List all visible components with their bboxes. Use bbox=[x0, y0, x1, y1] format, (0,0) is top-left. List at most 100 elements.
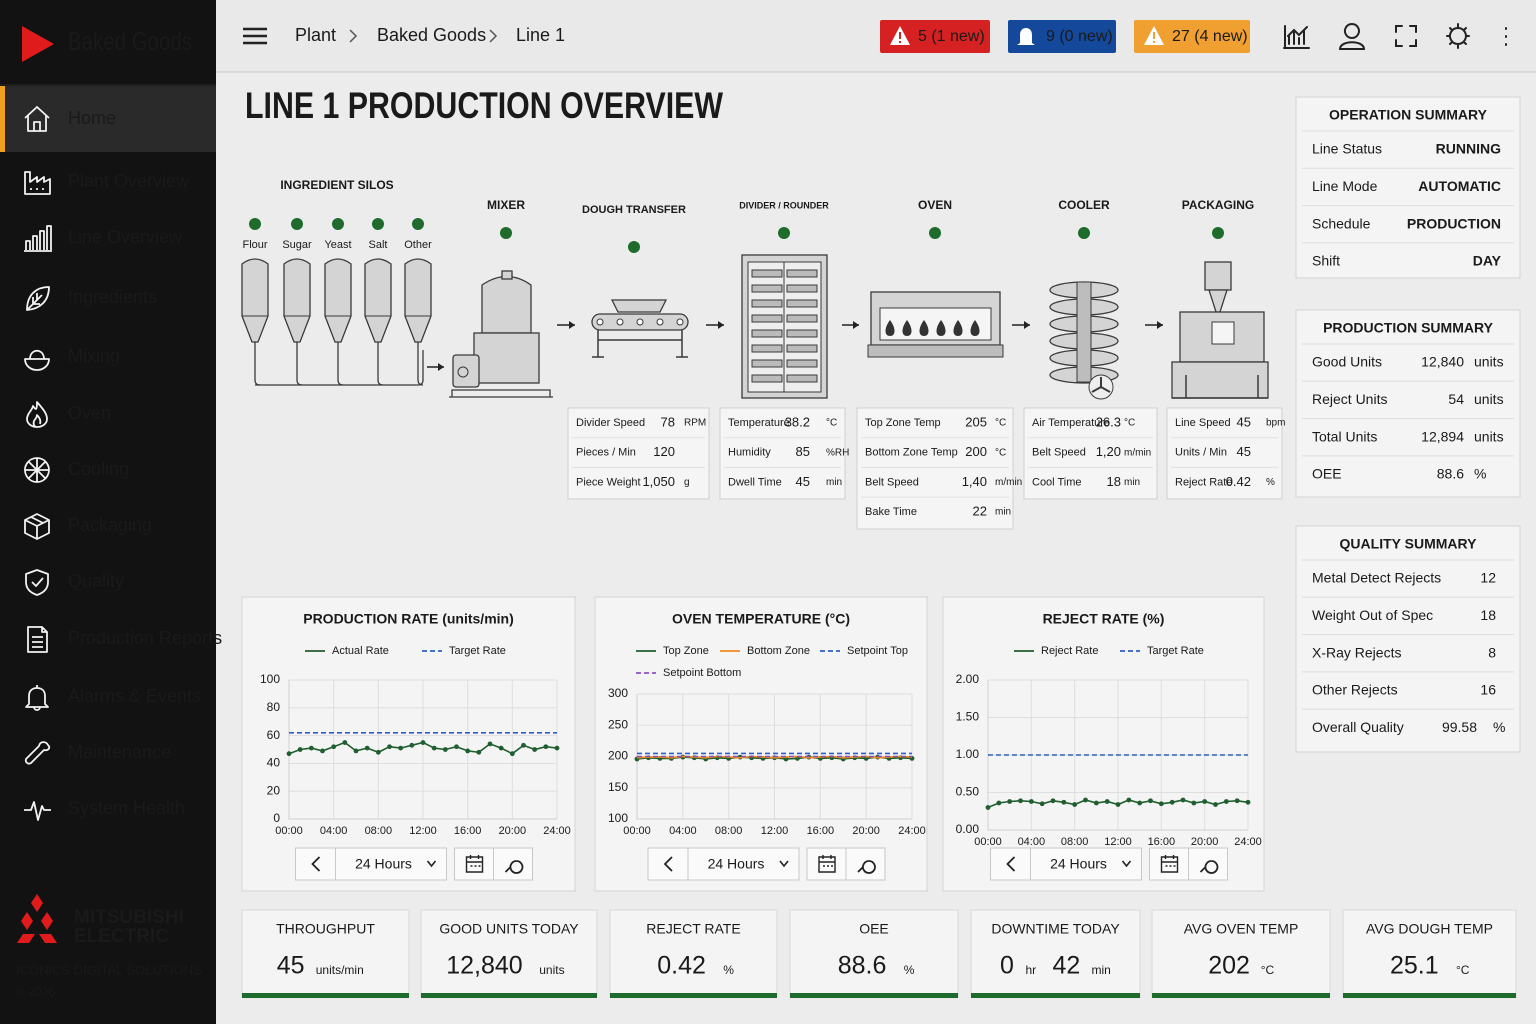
kpi-accent bbox=[421, 993, 597, 998]
pack-hopper bbox=[1204, 261, 1232, 291]
nav-item[interactable]: Line Overview bbox=[24, 225, 183, 252]
prev-button[interactable] bbox=[295, 847, 336, 881]
summary-label: Shift bbox=[1312, 253, 1340, 269]
mixer-motor-dot bbox=[457, 366, 469, 378]
kpi-bg bbox=[1342, 909, 1517, 998]
header-icon[interactable] bbox=[1283, 25, 1310, 49]
header-icon[interactable] bbox=[1338, 23, 1366, 50]
nav-item[interactable]: Quality bbox=[25, 569, 124, 596]
range-dropdown[interactable]: 24 Hours bbox=[335, 847, 447, 881]
data-point bbox=[521, 742, 526, 748]
silo-label: Flour bbox=[242, 239, 267, 251]
status-dot bbox=[929, 227, 941, 239]
y-tick-label: 150 bbox=[608, 780, 628, 794]
data-point bbox=[554, 745, 560, 751]
alarm-badge[interactable]: 5 (1 new) bbox=[880, 20, 990, 53]
fan-blades bbox=[1091, 377, 1111, 393]
search-button[interactable] bbox=[845, 847, 886, 881]
data-point bbox=[353, 748, 359, 754]
summary-unit: % bbox=[1474, 466, 1486, 482]
nav-item[interactable]: Mixing bbox=[24, 346, 120, 371]
legend-label: Top Zone bbox=[663, 645, 709, 657]
chart-title: PRODUCTION RATE (units/min) bbox=[303, 611, 514, 627]
param-unit: g bbox=[684, 477, 690, 488]
header-icon[interactable] bbox=[1446, 23, 1470, 49]
summary-panel bbox=[1295, 525, 1521, 753]
mixer-base bbox=[473, 332, 540, 384]
nav-label: Quality bbox=[68, 571, 124, 591]
range-dropdown[interactable]: 24 Hours bbox=[1030, 847, 1142, 881]
x-tick-label: 04:00 bbox=[669, 825, 697, 837]
nav-item[interactable]: System Health bbox=[24, 798, 185, 821]
param-label: Units / Min bbox=[1175, 447, 1227, 459]
search-button[interactable] bbox=[1188, 847, 1228, 881]
status-dot bbox=[372, 218, 384, 230]
summary-title: QUALITY SUMMARY bbox=[1340, 536, 1478, 552]
nav-label: Maintenance bbox=[68, 742, 171, 762]
nav-item[interactable]: Plant Overview bbox=[24, 171, 190, 195]
nav-item[interactable]: Packaging bbox=[24, 513, 152, 540]
kpi-label: OEE bbox=[859, 921, 889, 937]
kpi-accent bbox=[1152, 993, 1330, 998]
status-dot bbox=[1212, 227, 1224, 239]
x-tick-label: 12:00 bbox=[409, 825, 437, 837]
kpi-unit: °C bbox=[1456, 963, 1470, 977]
silo-label: Salt bbox=[369, 239, 388, 251]
nav-item[interactable]: Home bbox=[0, 86, 216, 152]
param-label: Divider Speed bbox=[576, 417, 645, 429]
x-tick-label: 08:00 bbox=[715, 825, 743, 837]
range-dropdown[interactable]: 24 Hours bbox=[687, 847, 800, 881]
nav-item[interactable]: Production Reports bbox=[27, 626, 222, 653]
alarm-badge[interactable]: 9 (0 new) bbox=[1008, 20, 1116, 53]
chart-panel: OVEN TEMPERATURE (°C) 100 150 200 250 300 00:0… bbox=[594, 596, 928, 892]
nav-label: Home bbox=[68, 108, 116, 128]
plot-axis bbox=[636, 694, 912, 820]
data-point bbox=[996, 800, 1002, 806]
legend-label: Reject Rate bbox=[1041, 645, 1098, 657]
header-icon[interactable] bbox=[1395, 25, 1417, 47]
calendar-button[interactable] bbox=[1149, 847, 1189, 881]
dropdown-chevron bbox=[779, 860, 789, 868]
x-tick-label: 20:00 bbox=[1191, 836, 1219, 848]
y-tick-label: 0.50 bbox=[956, 785, 980, 799]
nav-item[interactable]: Maintenance bbox=[24, 741, 171, 765]
prev-icon bbox=[1006, 856, 1016, 872]
data-point bbox=[1137, 800, 1143, 806]
kpi-value: 42 bbox=[1053, 952, 1081, 980]
nav-item[interactable]: Cooling bbox=[24, 457, 129, 483]
pack-base bbox=[1171, 361, 1269, 399]
search-icon bbox=[504, 860, 524, 874]
chart-bg bbox=[241, 596, 576, 892]
status-dot bbox=[628, 241, 640, 253]
calendar-button[interactable] bbox=[454, 847, 494, 881]
search-button[interactable] bbox=[493, 847, 533, 881]
param-label: Temperature bbox=[728, 417, 790, 429]
param-unit: °C bbox=[995, 447, 1006, 458]
kpi-card: AVG DOUGH TEMP 25.1 °C bbox=[1342, 909, 1517, 998]
data-point bbox=[1115, 802, 1121, 807]
status-dot bbox=[291, 218, 303, 230]
prev-icon bbox=[311, 856, 321, 872]
breadcrumb: Line 1 bbox=[516, 25, 565, 45]
series-line bbox=[636, 755, 913, 759]
nav-item[interactable]: Oven bbox=[26, 401, 111, 428]
prev-button[interactable] bbox=[647, 847, 689, 881]
calendar-icon bbox=[818, 855, 836, 873]
nav-label: Alarms & Events bbox=[68, 686, 201, 706]
kpi-value: 12,840 bbox=[446, 952, 522, 980]
calendar-button[interactable] bbox=[806, 847, 847, 881]
kpi-accent bbox=[1343, 993, 1516, 998]
y-tick-label: 40 bbox=[267, 756, 281, 770]
nav-item[interactable]: Ingredients bbox=[26, 286, 157, 311]
tray bbox=[751, 284, 783, 293]
param-value: 0.42 bbox=[1226, 474, 1251, 489]
param-label: Humidity bbox=[728, 447, 771, 459]
nav-icon bbox=[26, 401, 48, 428]
alarm-badge[interactable]: 27 (4 new) bbox=[1134, 20, 1250, 53]
dropdown-chevron bbox=[426, 860, 437, 868]
nav-item[interactable]: Alarms & Events bbox=[25, 685, 201, 711]
prev-button[interactable] bbox=[990, 847, 1031, 881]
summary-label: Line Mode bbox=[1312, 178, 1378, 194]
silo bbox=[283, 258, 311, 343]
menu-button[interactable] bbox=[243, 27, 267, 45]
